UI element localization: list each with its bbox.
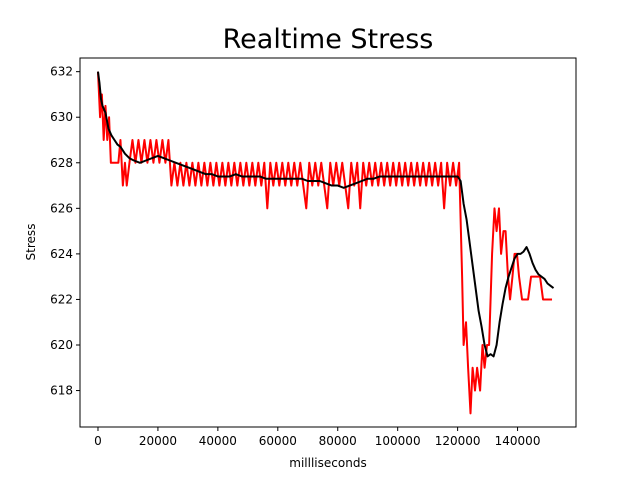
x-tick-label: 140000 bbox=[495, 434, 541, 448]
series-layer bbox=[96, 71, 555, 415]
x-axis-label: millliseconds bbox=[289, 456, 366, 470]
x-tick-label: 40000 bbox=[199, 434, 237, 448]
chart-title: Realtime Stress bbox=[223, 24, 434, 55]
y-axis: 618 620 622 624 626 628 630 632 bbox=[50, 65, 80, 398]
x-tick-label: 20000 bbox=[139, 434, 177, 448]
stress-series-black-line bbox=[96, 71, 555, 358]
x-tick-label: 0 bbox=[94, 434, 102, 448]
x-tick-label: 60000 bbox=[259, 434, 297, 448]
y-tick-label: 622 bbox=[50, 292, 73, 306]
y-tick-label: 624 bbox=[50, 247, 73, 261]
y-tick-label: 628 bbox=[50, 156, 73, 170]
x-tick-label: 80000 bbox=[319, 434, 357, 448]
y-tick-label: 620 bbox=[50, 338, 73, 352]
stress-series-red-line bbox=[96, 71, 553, 415]
x-tick-label: 120000 bbox=[435, 434, 481, 448]
y-tick-label: 630 bbox=[50, 110, 73, 124]
plot-frame bbox=[79, 57, 577, 428]
y-tick-label: 618 bbox=[50, 384, 73, 398]
x-tick-label: 100000 bbox=[375, 434, 421, 448]
y-axis-label: Stress bbox=[24, 224, 38, 261]
y-tick-label: 632 bbox=[50, 65, 73, 79]
y-tick-label: 626 bbox=[50, 201, 73, 215]
x-axis: 0 20000 40000 60000 80000 100000 120000 140000 bbox=[94, 427, 540, 448]
